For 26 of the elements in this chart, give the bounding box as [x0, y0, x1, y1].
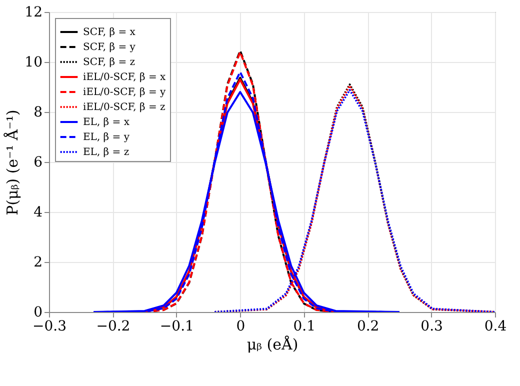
legend-label: SCF, β = z [83, 57, 136, 68]
x-axis-title: μᵦ (eÅ) [246, 336, 298, 354]
x-tick-label: 0.3 [420, 318, 443, 334]
legend-label: iEL/0-SCF, β = x [83, 72, 166, 83]
x-tick-label: 0 [236, 318, 246, 334]
x-tick-label: 0.4 [484, 318, 507, 334]
legend-label: iEL/0-SCF, β = z [83, 102, 166, 113]
legend-label: EL, β = x [83, 117, 130, 128]
x-tick-label: 0.1 [293, 318, 316, 334]
legend-label: SCF, β = y [83, 42, 136, 53]
x-tick-label: −0.3 [32, 318, 66, 334]
y-tick-label: 6 [34, 154, 43, 170]
y-tick-label: 8 [34, 104, 42, 120]
legend-label: EL, β = y [83, 132, 130, 143]
x-tick-label: −0.1 [160, 318, 194, 334]
x-tick-label: 0.2 [356, 318, 380, 334]
y-axis-title: P(μᵦ) (e⁻¹ Å⁻¹) [4, 110, 22, 216]
legend-label: EL, β = z [83, 147, 130, 158]
legend-label: iEL/0-SCF, β = y [83, 87, 166, 98]
y-tick-label: 0 [34, 304, 42, 320]
y-tick-label: 2 [34, 254, 42, 270]
y-tick-label: 10 [24, 54, 42, 70]
y-tick-label: 4 [34, 204, 43, 220]
legend-label: SCF, β = x [83, 27, 136, 38]
x-tick-label: −0.2 [96, 318, 130, 334]
y-tick-label: 12 [24, 4, 42, 20]
